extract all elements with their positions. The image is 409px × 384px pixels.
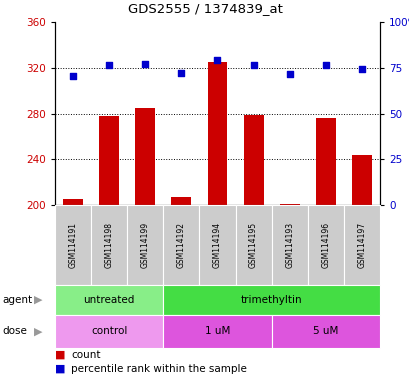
Text: percentile rank within the sample: percentile rank within the sample [71, 364, 247, 374]
Bar [243, 115, 263, 205]
Text: trimethyltin: trimethyltin [240, 295, 302, 305]
Bar [63, 199, 83, 205]
Point [178, 70, 184, 76]
Text: GDS2555 / 1374839_at: GDS2555 / 1374839_at [127, 2, 282, 15]
Bar [171, 197, 191, 205]
Point [322, 62, 328, 68]
Bar [279, 204, 299, 205]
Text: ■: ■ [55, 364, 65, 374]
Bar [351, 155, 371, 205]
Text: ■: ■ [55, 350, 65, 360]
Text: GSM114197: GSM114197 [357, 222, 366, 268]
Text: GSM114196: GSM114196 [321, 222, 330, 268]
Text: GSM114192: GSM114192 [176, 222, 185, 268]
Point [142, 61, 148, 67]
Text: GSM114199: GSM114199 [140, 222, 149, 268]
Text: agent: agent [2, 295, 32, 305]
Text: GSM114193: GSM114193 [285, 222, 294, 268]
Text: untreated: untreated [83, 295, 135, 305]
Text: ▶: ▶ [34, 295, 42, 305]
Bar [99, 116, 119, 205]
Point [286, 71, 292, 77]
Bar [135, 108, 155, 205]
Text: 1 uM: 1 uM [204, 326, 229, 336]
Point [213, 57, 220, 63]
Point [106, 62, 112, 68]
Text: GSM114194: GSM114194 [213, 222, 221, 268]
Text: control: control [91, 326, 127, 336]
Text: ▶: ▶ [34, 326, 42, 336]
Point [250, 62, 256, 68]
Bar [315, 118, 335, 205]
Bar [207, 62, 227, 205]
Text: GSM114195: GSM114195 [249, 222, 258, 268]
Text: dose: dose [2, 326, 27, 336]
Text: 5 uM: 5 uM [312, 326, 338, 336]
Point [70, 73, 76, 79]
Point [358, 66, 364, 72]
Text: GSM114198: GSM114198 [104, 222, 113, 268]
Text: GSM114191: GSM114191 [68, 222, 77, 268]
Text: count: count [71, 350, 101, 360]
